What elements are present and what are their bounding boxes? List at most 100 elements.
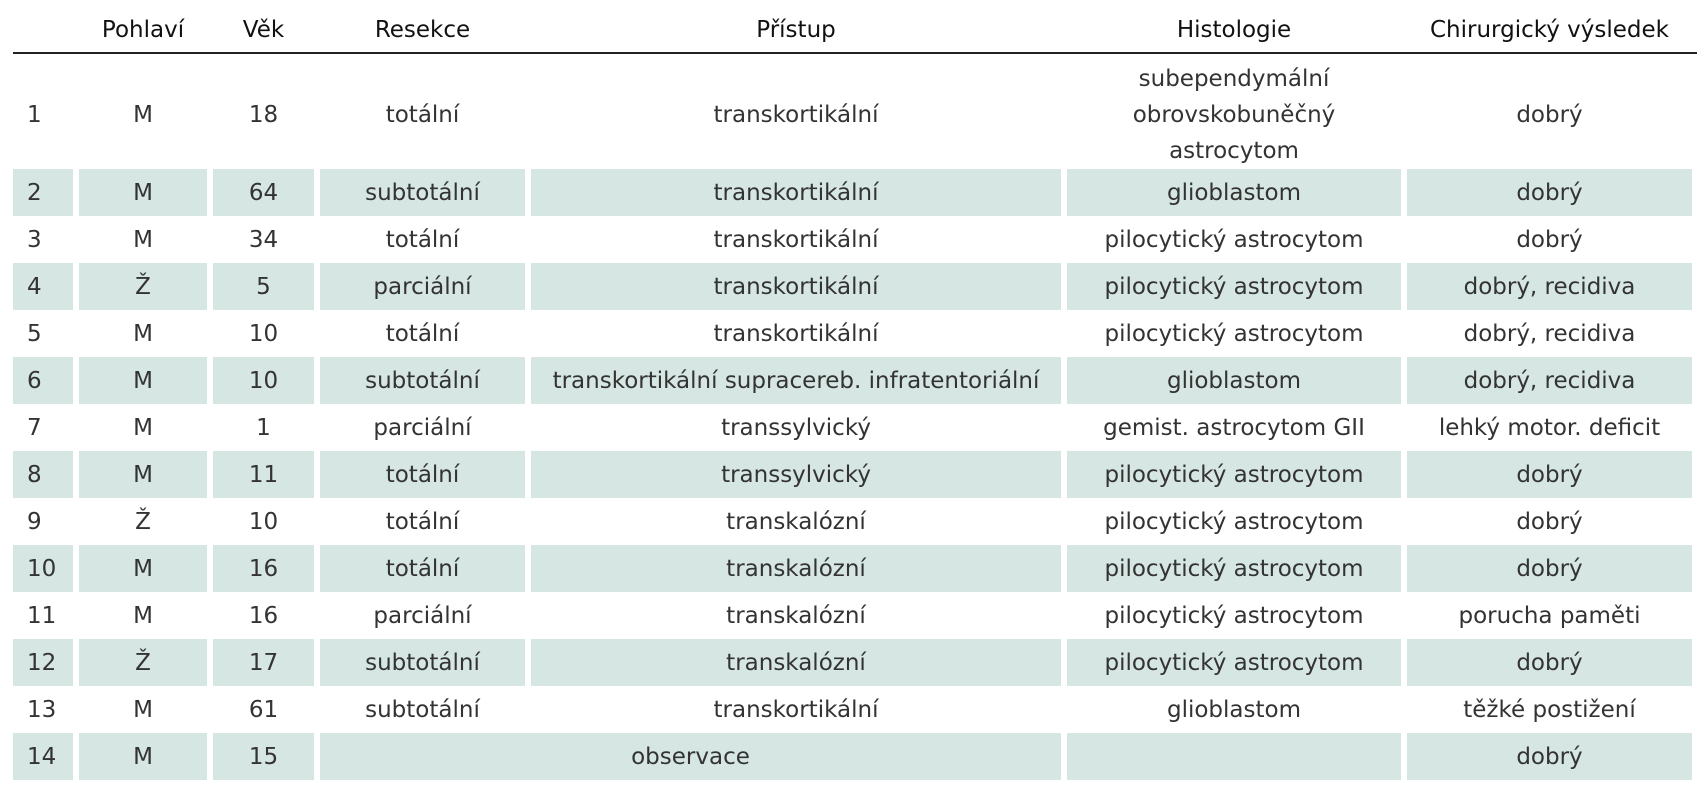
table-cell: 14	[13, 733, 73, 780]
header-cell: Resekce	[374, 17, 471, 43]
table-cell: 7	[27, 414, 42, 441]
table-cell: dobrý	[1407, 733, 1692, 780]
header-rule	[13, 52, 1697, 54]
table-cell: dobrý	[1407, 169, 1692, 216]
table-cell: transkalózní	[726, 508, 866, 535]
table-cell: lehký motor. deficit	[1438, 414, 1661, 441]
cell-text: pilocytický astrocytom	[1104, 602, 1364, 629]
table-row: 5 M 10 totální transkortikální pilocytický as…	[13, 310, 1692, 357]
table-cell: dobrý	[1407, 639, 1692, 686]
table-cell: Ž	[79, 639, 207, 686]
header-cell	[13, 8, 73, 52]
table-cell: transkortikální	[713, 226, 879, 253]
table-cell: glioblastom	[1067, 686, 1401, 733]
table-cell: transkortikální	[531, 263, 1061, 310]
table-cell: 15	[213, 733, 314, 780]
table-cell: subtotální	[320, 357, 525, 404]
table-cell: M	[133, 414, 153, 441]
table-cell: gemist. astrocytom GII	[1067, 404, 1401, 451]
cell-text: pilocytický astrocytom	[1104, 320, 1364, 347]
cell-text: pilocytický astrocytom	[1104, 461, 1364, 488]
data-table: Pohlaví Věk Resekce Přístup Histologie Chirur…	[7, 8, 1698, 780]
table-cell: glioblastom	[1067, 169, 1401, 216]
table-cell: dobrý	[1407, 545, 1692, 592]
table-cell: M	[133, 696, 153, 723]
table-cell: totální	[385, 320, 460, 347]
empty-cell	[1067, 733, 1401, 780]
table-cell: 11	[27, 602, 57, 629]
table-cell: subtotální	[365, 696, 480, 723]
table-cell: M	[133, 320, 153, 347]
table-row: 1 M 18 totální transkortikální subependymální…	[13, 60, 1692, 169]
table-cell: transkortikální	[713, 101, 879, 128]
table-cell: transsylvický	[721, 414, 871, 441]
table-cell: pilocytický astrocytom	[1067, 498, 1401, 545]
table-cell: 13	[27, 696, 57, 723]
table-cell: parciální	[373, 602, 472, 629]
header-cell: Pohlaví	[101, 17, 185, 43]
table-cell: pilocytický astrocytom	[1067, 310, 1401, 357]
table-row: 3 M 34 totální transkortikální pilocytický as…	[13, 216, 1692, 263]
table-cell: 1	[27, 101, 42, 128]
table-cell: glioblastom	[1067, 357, 1401, 404]
table-cell: 17	[213, 639, 314, 686]
table-cell: parciální	[320, 263, 525, 310]
table-cell: dobrý, recidiva	[1407, 263, 1692, 310]
header-row: Pohlaví Věk Resekce Přístup Histologie Chirur…	[13, 8, 1692, 52]
cell-text: pilocytický astrocytom	[1104, 226, 1364, 253]
table-cell: Ž	[135, 508, 151, 535]
table-cell: 1	[256, 414, 271, 441]
table-cell: těžké postižení	[1463, 696, 1636, 723]
table-row: 7 M 1 parciální transsylvický gemist. astrocy…	[13, 404, 1692, 451]
cell-text: glioblastom	[1166, 179, 1301, 206]
cell-text: pilocytický astrocytom	[1104, 649, 1364, 676]
table-cell: M	[133, 226, 153, 253]
table-cell: 8	[13, 451, 73, 498]
table-cell: totální	[320, 545, 525, 592]
table-cell: M	[79, 357, 207, 404]
table-cell: 9	[27, 508, 42, 535]
table-cell: pilocytický astrocytom	[1067, 451, 1401, 498]
cell-text: gemist. astrocytom GII	[1103, 414, 1365, 441]
table-cell: 16	[248, 602, 279, 629]
table-cell: dobrý, recidiva	[1463, 320, 1636, 347]
table-cell: 61	[248, 696, 279, 723]
table-cell: 18	[248, 101, 279, 128]
cell-text: pilocytický astrocytom	[1104, 508, 1364, 535]
table-cell: totální	[320, 451, 525, 498]
table-cell: transkortikální	[531, 169, 1061, 216]
table-cell: dobrý	[1516, 101, 1583, 128]
table-cell: M	[79, 451, 207, 498]
table-cell: subtotální	[320, 169, 525, 216]
table-cell: totální	[385, 101, 460, 128]
table-cell: 34	[248, 226, 279, 253]
table-cell: M	[79, 733, 207, 780]
table-cell: 4	[13, 263, 73, 310]
table-cell: pilocytický astrocytom	[1067, 216, 1401, 263]
table-cell: observace	[320, 733, 1061, 780]
table-cell: subependymální obrovskobuněčný astrocyto…	[1067, 60, 1401, 169]
table-cell: 6	[13, 357, 73, 404]
table-cell: 10	[248, 508, 279, 535]
table-cell: 3	[27, 226, 42, 253]
table-row: 4 Ž 5 parciální transkortikální pilocytický a…	[13, 263, 1692, 310]
table-cell: pilocytický astrocytom	[1067, 545, 1401, 592]
cell-text: subependymální obrovskobuněčný astrocyto…	[1132, 65, 1336, 164]
cell-text: pilocytický astrocytom	[1104, 273, 1364, 300]
table-row: 12 Ž 17 subtotální transkalózní pilocytický a…	[13, 639, 1692, 686]
table-cell: pilocytický astrocytom	[1067, 639, 1401, 686]
table-cell: 5	[27, 320, 42, 347]
table-cell: transkalózní	[531, 639, 1061, 686]
table-cell: transsylvický	[531, 451, 1061, 498]
table-cell: transkortikální	[713, 320, 879, 347]
table-cell: 5	[213, 263, 314, 310]
table-cell: 10	[13, 545, 73, 592]
table-cell: transkortikální	[713, 696, 879, 723]
table-cell: Ž	[79, 263, 207, 310]
table-row: 2 M 64 subtotální transkortikální glioblastom…	[13, 169, 1692, 216]
table-cell: 12	[13, 639, 73, 686]
table-cell: transkortikální supracereb. infratentori…	[531, 357, 1061, 404]
table-row: 10 M 16 totální transkalózní pilocytický astr…	[13, 545, 1692, 592]
table-cell: M	[79, 169, 207, 216]
table-row: 6 M 10 subtotální transkortikální supracereb…	[13, 357, 1692, 404]
